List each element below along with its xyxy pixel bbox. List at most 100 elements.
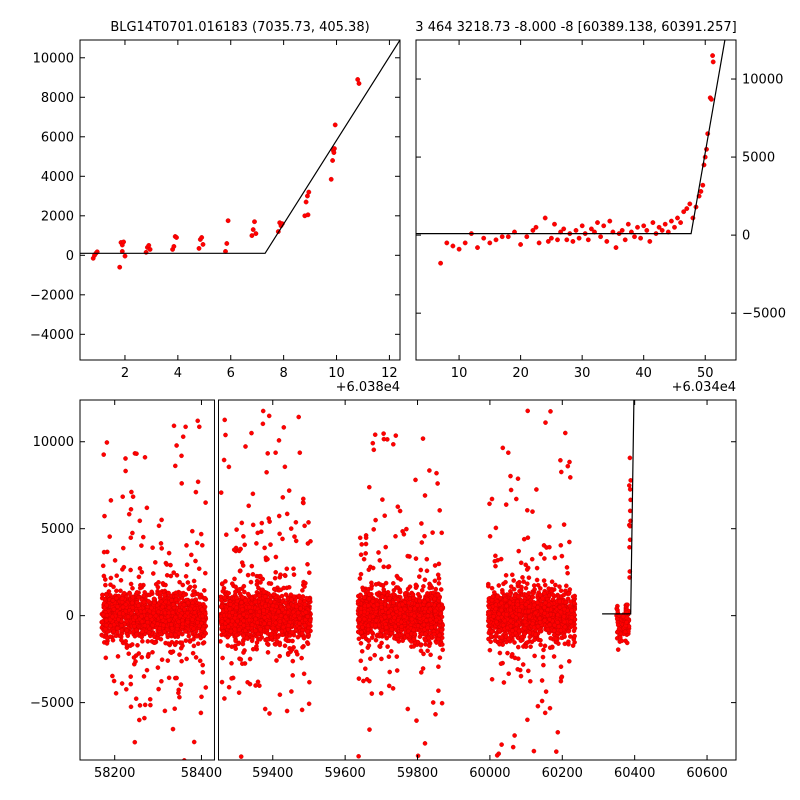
data-point [390, 600, 396, 605]
data-point [438, 260, 443, 266]
data-point [408, 606, 413, 612]
data-point [299, 655, 304, 661]
data-point [147, 592, 153, 598]
data-point [267, 711, 272, 716]
data-point [462, 240, 468, 246]
data-point [426, 602, 432, 607]
data-point [256, 585, 261, 591]
data-point [202, 595, 208, 601]
data-point [528, 644, 533, 650]
data-point [101, 452, 106, 457]
data-point [238, 546, 243, 552]
data-point [129, 642, 135, 647]
data-point [419, 588, 425, 593]
data-point [573, 227, 579, 233]
data-point [164, 562, 170, 567]
data-point [357, 535, 363, 541]
data-point [191, 589, 196, 594]
data-point [240, 607, 245, 613]
data-point [286, 488, 292, 493]
data-point [650, 220, 656, 226]
data-point [195, 479, 201, 485]
x-tick-label: 50 [697, 366, 714, 381]
x-offset-label: +6.038e4 [336, 380, 400, 395]
data-point [280, 536, 285, 542]
y-tick-label: 2000 [41, 209, 74, 224]
data-point [395, 597, 401, 603]
data-point [128, 681, 134, 687]
data-point [405, 553, 411, 559]
data-point [392, 615, 397, 621]
data-point [274, 658, 279, 663]
data-point [253, 599, 258, 605]
data-point [110, 673, 115, 679]
data-point [390, 581, 396, 586]
data-point [266, 413, 272, 419]
data-point [436, 688, 441, 694]
data-point [393, 534, 398, 539]
data-point [203, 500, 208, 505]
data-point [520, 662, 526, 667]
data-point [101, 549, 107, 555]
data-point [182, 607, 187, 612]
data-point [225, 618, 231, 624]
data-point [165, 658, 171, 663]
data-point [154, 635, 160, 641]
data-point [413, 556, 419, 561]
data-point [420, 666, 426, 671]
y-tick-label: 5000 [742, 151, 775, 166]
data-point [297, 615, 303, 621]
data-point [203, 611, 208, 617]
data-point [379, 772, 383, 776]
data-point [180, 621, 186, 627]
data-point [172, 706, 177, 712]
data-point [414, 603, 420, 608]
data-point [440, 647, 446, 653]
data-point [166, 605, 172, 611]
data-point [291, 566, 296, 572]
data-point [368, 586, 374, 591]
data-point [255, 613, 261, 618]
data-point [174, 675, 179, 681]
data-point [174, 573, 180, 578]
data-point [422, 741, 428, 746]
data-point [234, 632, 239, 638]
data-point [198, 531, 204, 537]
data-point [233, 589, 238, 595]
data-point [250, 636, 255, 641]
data-point [223, 532, 229, 538]
data-point [306, 189, 312, 195]
data-point [427, 468, 432, 473]
data-point [389, 627, 395, 632]
data-point [383, 544, 389, 550]
data-point [129, 600, 135, 606]
data-point [162, 592, 167, 598]
data-point [296, 621, 302, 626]
data-point [111, 607, 117, 612]
data-point [382, 513, 388, 519]
data-point [427, 617, 433, 623]
data-point [173, 632, 178, 638]
data-point [299, 707, 305, 713]
data-point [530, 594, 536, 600]
data-point [134, 451, 139, 457]
data-point [184, 562, 190, 568]
data-point [119, 681, 125, 686]
x-tick-label: 6 [227, 366, 235, 381]
data-point [119, 628, 125, 633]
data-point [567, 539, 572, 545]
data-point [417, 598, 423, 604]
data-point [241, 650, 246, 655]
data-point [366, 596, 372, 602]
data-point [548, 409, 553, 414]
data-point [366, 567, 372, 573]
data-point [374, 602, 380, 608]
data-point [238, 754, 244, 759]
data-point [432, 608, 438, 614]
data-point [433, 712, 438, 717]
data-point [373, 637, 379, 643]
data-point [302, 602, 308, 607]
data-point [195, 641, 201, 647]
data-point [305, 212, 311, 218]
data-point [710, 53, 715, 58]
